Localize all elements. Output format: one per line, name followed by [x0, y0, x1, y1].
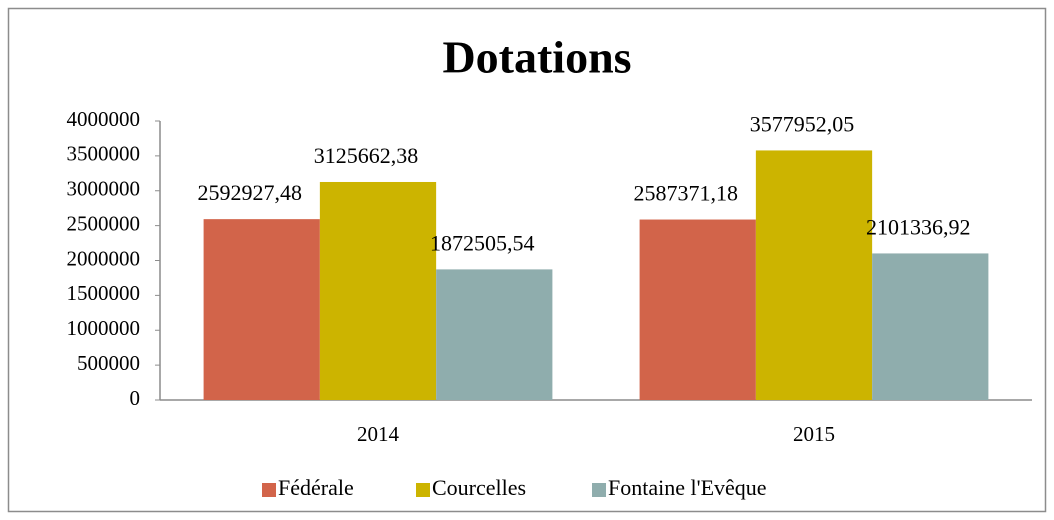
- data-label: 3577952,05: [750, 111, 855, 136]
- y-tick-label: 0: [130, 386, 141, 410]
- legend-swatch: [592, 483, 606, 497]
- y-tick-label: 2500000: [67, 211, 141, 235]
- x-tick-label: 2014: [357, 422, 400, 446]
- bar: [755, 150, 873, 400]
- legend-label: Courcelles: [432, 475, 526, 500]
- y-tick-label: 1000000: [67, 316, 141, 340]
- y-tick-label: 4000000: [67, 107, 141, 131]
- data-label: 3125662,38: [314, 143, 419, 168]
- data-label: 2587371,18: [633, 181, 738, 206]
- x-tick-label: 2015: [793, 422, 835, 446]
- bar: [436, 269, 553, 400]
- y-tick-label: 2000000: [67, 246, 141, 270]
- chart-title: Dotations: [442, 32, 631, 83]
- y-tick-label: 3000000: [67, 177, 141, 201]
- y-tick-label: 3500000: [67, 142, 141, 166]
- data-label: 1872505,54: [430, 230, 535, 255]
- legend-label: Fontaine l'Evêque: [608, 475, 767, 500]
- y-tick-label: 1500000: [67, 281, 141, 305]
- bar: [872, 253, 989, 400]
- legend-swatch: [416, 483, 430, 497]
- bar: [639, 219, 756, 400]
- legend-swatch: [262, 483, 276, 497]
- legend-label: Fédérale: [278, 475, 354, 500]
- y-tick-label: 500000: [77, 351, 140, 375]
- data-label: 2101336,92: [866, 214, 971, 239]
- bar: [203, 219, 320, 400]
- bar: [319, 181, 437, 400]
- data-label: 2592927,48: [197, 180, 302, 205]
